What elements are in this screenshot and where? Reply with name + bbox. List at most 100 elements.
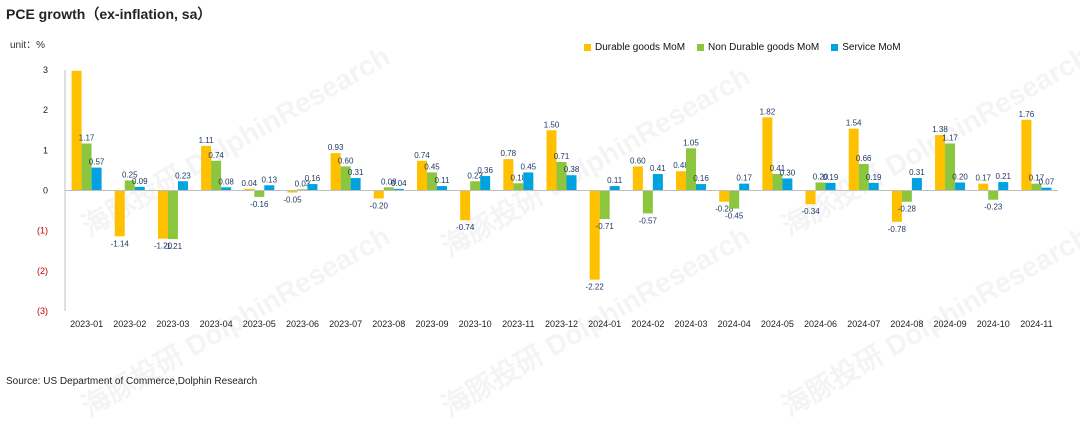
data-label-service: 0.08 [218, 177, 234, 186]
data-label-service: 0.30 [780, 168, 796, 177]
legend-item-durable: Durable goods MoM [584, 42, 685, 53]
bar-service [480, 176, 491, 191]
data-label-nondurable: -0.57 [639, 216, 658, 225]
data-label-nondurable: 0.45 [424, 162, 440, 171]
data-label-nondurable: -1.21 [164, 242, 183, 251]
legend-swatch-durable [584, 44, 591, 51]
data-label-nondurable: -0.23 [984, 203, 1003, 212]
bar-service [350, 178, 361, 191]
data-label-service: 0.41 [650, 164, 666, 173]
bar-durable [416, 160, 427, 191]
x-tick-label: 2023-06 [286, 319, 319, 329]
bar-nondurable [1031, 183, 1042, 191]
data-label-service: 0.16 [693, 174, 709, 183]
y-tick-label: (2) [37, 266, 48, 276]
data-label-durable: 0.60 [630, 156, 646, 165]
bar-service [609, 186, 620, 191]
x-tick-label: 2023-05 [243, 319, 276, 329]
data-label-nondurable: -0.45 [725, 212, 744, 221]
bar-durable [848, 128, 859, 191]
legend-swatch-service [831, 44, 839, 51]
x-tick-label: 2023-08 [372, 319, 405, 329]
source-note: Source: US Department of Commerce,Dolphi… [6, 376, 258, 387]
data-label-service: 0.07 [1039, 178, 1055, 187]
x-tick-label: 2024-08 [890, 319, 923, 329]
data-label-durable: 1.82 [760, 107, 776, 116]
bar-durable [460, 190, 471, 221]
unit-label: unit：% [10, 40, 46, 51]
bar-service [264, 185, 275, 191]
x-tick-label: 2023-03 [156, 319, 189, 329]
bar-service [911, 178, 922, 191]
bar-durable [71, 70, 82, 191]
bar-nondurable [383, 187, 394, 191]
bar-nondurable [686, 148, 697, 191]
data-label-service: 0.31 [348, 168, 364, 177]
y-tick-label: 1 [43, 145, 48, 155]
bar-service [566, 175, 577, 191]
x-tick-label: 2024-01 [588, 319, 621, 329]
data-label-durable: 0.78 [501, 149, 517, 158]
x-tick-label: 2023-02 [113, 319, 146, 329]
bar-durable [935, 135, 946, 191]
data-label-nondurable: 0.18 [511, 173, 527, 182]
data-label-nondurable: 1.05 [683, 138, 699, 147]
data-label-nondurable: -0.16 [250, 200, 269, 209]
legend-swatch-nondurable [697, 44, 705, 51]
y-tick-label: 0 [43, 186, 48, 196]
y-tick-label: 2 [43, 105, 48, 115]
x-tick-label: 2023-11 [502, 319, 534, 329]
data-label-durable: 0.74 [414, 151, 430, 160]
data-label-service: 0.38 [564, 165, 580, 174]
data-label-nondurable: 0.23 [467, 171, 483, 180]
data-label-durable: 1.11 [199, 136, 215, 145]
y-tick-label: 3 [43, 65, 48, 75]
bar-nondurable [772, 174, 783, 191]
bar-durable [891, 190, 902, 222]
data-label-durable: 1.76 [1019, 110, 1035, 119]
data-label-durable: 0.17 [975, 174, 991, 183]
bar-durable [589, 190, 600, 280]
data-label-service: 0.19 [866, 173, 882, 182]
legend-label-service: Service MoM [842, 42, 901, 53]
data-label-service: 0.16 [305, 174, 321, 183]
data-label-durable: -0.05 [283, 196, 302, 205]
bar-service [739, 183, 750, 191]
bar-service [782, 178, 793, 191]
bar-nondurable [599, 190, 610, 220]
data-label-nondurable: 0.71 [554, 152, 570, 161]
x-tick-label: 2024-03 [675, 319, 708, 329]
bar-service [1041, 187, 1052, 191]
x-tick-label: 2024-02 [631, 319, 664, 329]
x-tick-label: 2023-12 [545, 319, 578, 329]
bar-nondurable [858, 163, 869, 191]
bar-nondurable [815, 182, 826, 191]
data-label-nondurable: 0.17 [1029, 174, 1045, 183]
bar-durable [1021, 119, 1032, 191]
bar-durable [244, 188, 255, 191]
data-label-nondurable: 1.17 [79, 134, 95, 143]
data-label-service: 0.17 [736, 174, 752, 183]
x-tick-label: 2024-05 [761, 319, 794, 329]
x-tick-label: 2023-10 [459, 319, 492, 329]
bar-nondurable [556, 161, 567, 191]
bar-durable [978, 183, 989, 191]
data-label-durable: -2.22 [586, 283, 605, 292]
data-label-durable: -0.28 [715, 205, 734, 214]
bar-durable [719, 190, 730, 202]
chart-title: PCE growth（ex-inflation, sa） [6, 6, 212, 22]
bar-service [696, 184, 707, 191]
data-label-durable: 0.93 [328, 143, 344, 152]
bar-service [825, 182, 836, 191]
data-label-nondurable: 0.74 [208, 151, 224, 160]
data-label-service: 0.09 [132, 177, 148, 186]
bar-service [523, 172, 534, 191]
data-label-durable: 0.48 [673, 161, 689, 170]
bar-service [221, 187, 232, 191]
data-label-nondurable: 0.08 [381, 177, 397, 186]
bar-service [307, 184, 318, 191]
bar-durable [373, 190, 384, 199]
data-label-durable: 0.04 [241, 179, 257, 188]
data-label-service: 0.31 [909, 168, 925, 177]
bar-nondurable [81, 143, 92, 191]
